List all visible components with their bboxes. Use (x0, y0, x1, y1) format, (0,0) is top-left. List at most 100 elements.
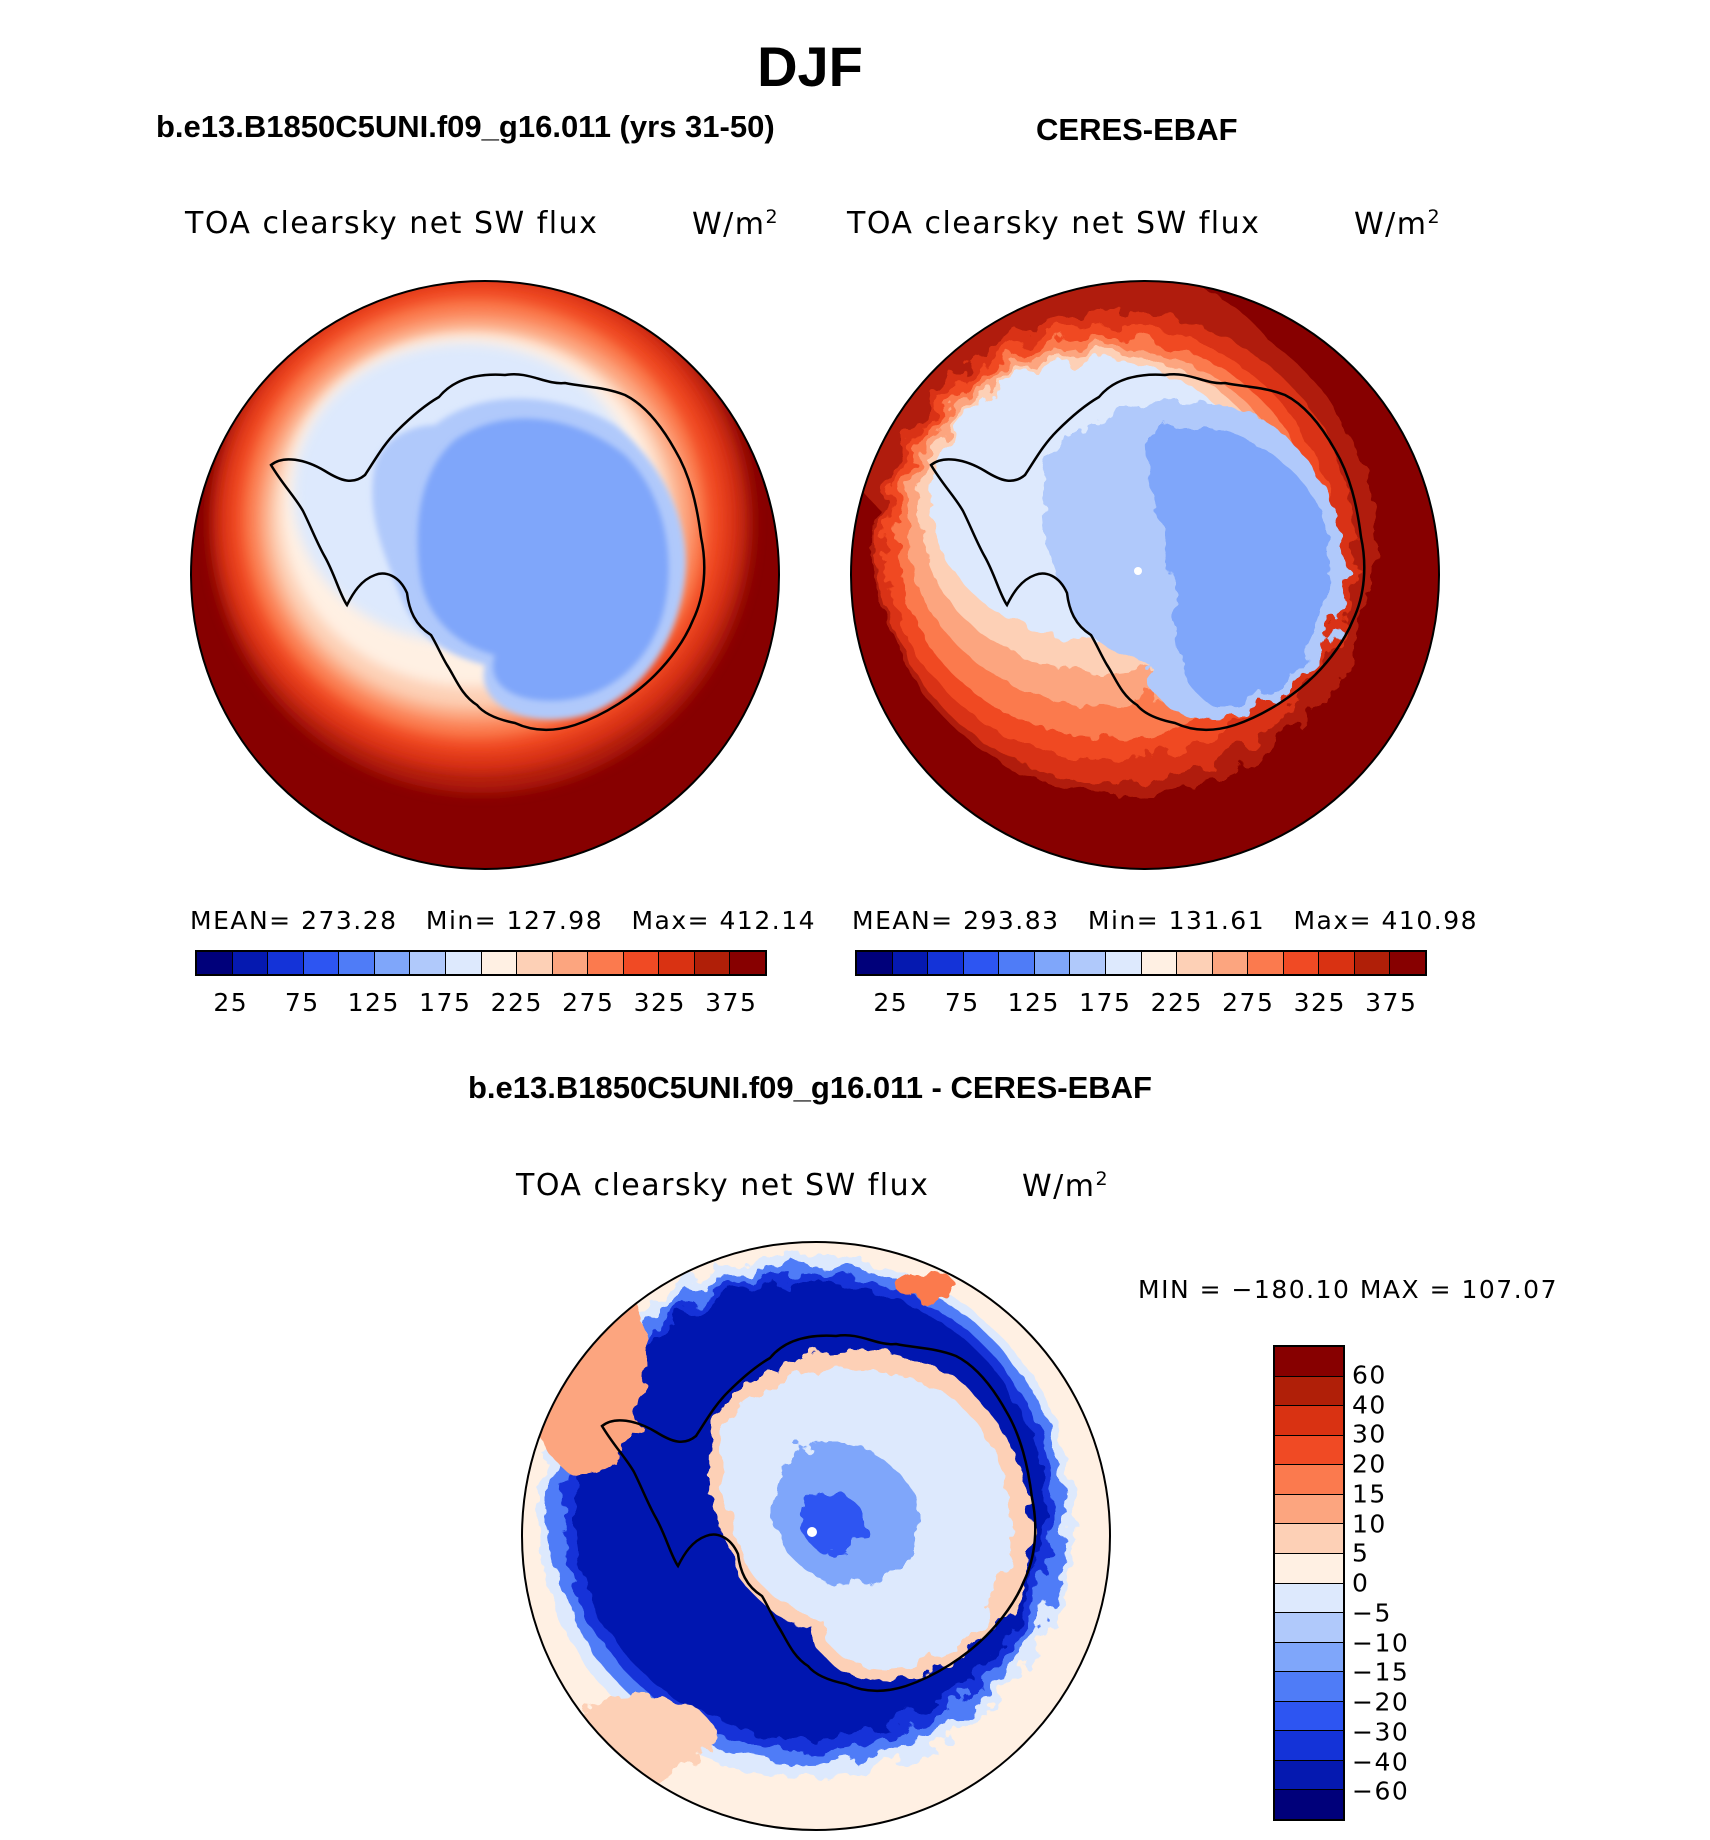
model-map-border (190, 280, 780, 870)
model-colorbar-box (623, 952, 660, 974)
diff-colorbar-tick-label: 60 (1352, 1360, 1387, 1390)
diff-colorbar-box (1275, 1406, 1343, 1436)
obs-colorbar-box (999, 952, 1035, 974)
model-colorbar-tick-label: 375 (705, 988, 758, 1017)
obs-colorbar-box (1177, 952, 1213, 974)
obs-colorbar-box (1390, 952, 1425, 974)
model-colorbar-box (481, 952, 518, 974)
obs-colorbar-tick-label: 175 (1079, 988, 1132, 1017)
diff-colorbar-box (1275, 1613, 1343, 1643)
model-colorbar-box (588, 952, 624, 974)
obs-panel-label: CERES-EBAF (1036, 112, 1238, 147)
diff-colorbar-tick-label: 0 (1352, 1568, 1370, 1598)
diff-antarctic-coastline (600, 1334, 1037, 1692)
diff-colorbar-tick-label: 30 (1352, 1419, 1387, 1449)
diff-colorbar-tick-label: −40 (1352, 1747, 1410, 1776)
diff-colorbar-box (1275, 1731, 1343, 1761)
diff-map-border (521, 1241, 1111, 1831)
model-colorbar-tick-label: 75 (284, 988, 320, 1017)
obs-colorbar-box (1283, 952, 1320, 974)
model-colorbar-box (197, 952, 233, 974)
model-colorbar (195, 950, 767, 976)
obs-colorbar (855, 950, 1427, 976)
model-colorbar-tick-label: 175 (419, 988, 472, 1017)
obs-colorbar-box (1034, 952, 1071, 974)
obs-variable-label: TOA clearsky net SW flux (847, 206, 1261, 241)
diff-colorbar-box (1275, 1376, 1343, 1407)
obs-colorbar-labels: 25 75 125 175 225 275 325 375 (855, 988, 1427, 1018)
model-colorbar-tick-label: 325 (633, 988, 686, 1017)
obs-colorbar-tick-label: 25 (873, 988, 909, 1017)
diff-units-label: W/m2 (1022, 1168, 1110, 1204)
model-colorbar-box (552, 952, 589, 974)
model-panel-label: b.e13.B1850C5UNI.f09_g16.011 (yrs 31-50) (156, 109, 775, 144)
diff-colorbar-box (1275, 1701, 1343, 1732)
diff-colorbar-tick-label: −30 (1352, 1717, 1410, 1747)
diff-colorbar-box (1275, 1494, 1343, 1525)
model-colorbar-labels: 25 75 125 175 225 275 325 375 (195, 988, 767, 1018)
model-colorbar-tick-label: 225 (490, 988, 543, 1017)
diff-pole-marker (807, 1527, 817, 1537)
diff-colorbar-box (1275, 1553, 1343, 1584)
obs-colorbar-box (1354, 952, 1391, 974)
model-colorbar-box (339, 952, 375, 974)
obs-colorbar-tick-label: 375 (1365, 988, 1418, 1017)
diff-colorbar-tick-label: −5 (1352, 1598, 1392, 1628)
diff-colorbar-box (1275, 1524, 1343, 1554)
diff-polar-map (521, 1241, 1111, 1831)
diff-colorbar-box (1275, 1790, 1343, 1819)
obs-colorbar-box (963, 952, 1000, 974)
obs-colorbar-box (892, 952, 929, 974)
diff-colorbar-box (1275, 1672, 1343, 1702)
diff-colorbar-tick-label: 40 (1352, 1390, 1387, 1419)
model-colorbar-box (374, 952, 411, 974)
diff-colorbar-box (1275, 1583, 1343, 1614)
obs-colorbar-tick-label: 325 (1293, 988, 1346, 1017)
model-colorbar-tick-label: 125 (347, 988, 400, 1017)
obs-colorbar-tick-label: 275 (1222, 988, 1275, 1017)
diff-colorbar-tick-label: −60 (1352, 1776, 1410, 1806)
model-field-bands (209, 281, 753, 793)
model-colorbar-box (694, 952, 731, 974)
obs-polar-map (850, 280, 1440, 870)
obs-units-label: W/m2 (1354, 206, 1442, 242)
diff-colorbar-tick-label: −15 (1352, 1657, 1410, 1687)
obs-colorbar-tick-label: 75 (944, 988, 980, 1017)
model-colorbar-tick-label: 275 (562, 988, 615, 1017)
obs-colorbar-box (1141, 952, 1178, 974)
diff-colorbar-tick-label: 20 (1352, 1449, 1387, 1479)
model-polar-map (190, 280, 780, 870)
model-colorbar-box (303, 952, 340, 974)
diff-variable-label: TOA clearsky net SW flux (516, 1168, 930, 1203)
obs-field-bands (851, 281, 1375, 795)
obs-colorbar-box (1248, 952, 1284, 974)
model-antarctic-coastline (269, 373, 706, 731)
obs-colorbar-box (1319, 952, 1355, 974)
model-variable-label: TOA clearsky net SW flux (185, 206, 599, 241)
obs-colorbar-tick-label: 125 (1007, 988, 1060, 1017)
model-colorbar-tick-label: 25 (213, 988, 249, 1017)
diff-panel-label: b.e13.B1850C5UNI.f09_g16.011 - CERES-EBA… (467, 1070, 1152, 1105)
obs-map-border (850, 280, 1440, 870)
obs-colorbar-tick-label: 225 (1150, 988, 1203, 1017)
diff-colorbar-tick-label: 5 (1352, 1538, 1370, 1568)
model-colorbar-box (659, 952, 695, 974)
diff-colorbar-box (1275, 1465, 1343, 1495)
model-stats: MEAN= 273.28 Min= 127.98 Max= 412.14 (190, 906, 817, 935)
obs-colorbar-box (1070, 952, 1106, 974)
diff-colorbar-tick-label: −10 (1352, 1628, 1410, 1657)
diff-colorbar-labels: 60 40 30 20 15 10 5 0 −5 −10 −15 −20 −30 −40 −60 (1352, 1345, 1472, 1821)
diff-colorbar-tick-label: 15 (1352, 1479, 1387, 1509)
diff-colorbar-tick-label: −20 (1352, 1687, 1410, 1717)
model-colorbar-box (445, 952, 482, 974)
diff-colorbar-tick-label: 10 (1352, 1509, 1387, 1538)
model-units-label: W/m2 (692, 206, 780, 242)
obs-pole-marker (1134, 567, 1142, 575)
model-colorbar-box (410, 952, 446, 974)
diff-colorbar-box (1275, 1642, 1343, 1673)
obs-antarctic-coastline (929, 373, 1366, 731)
diff-colorbar-box (1275, 1347, 1343, 1377)
figure-title: DJF (757, 35, 863, 98)
diff-stats: MIN = −180.10 MAX = 107.07 (1138, 1275, 1558, 1304)
model-colorbar-box (268, 952, 304, 974)
